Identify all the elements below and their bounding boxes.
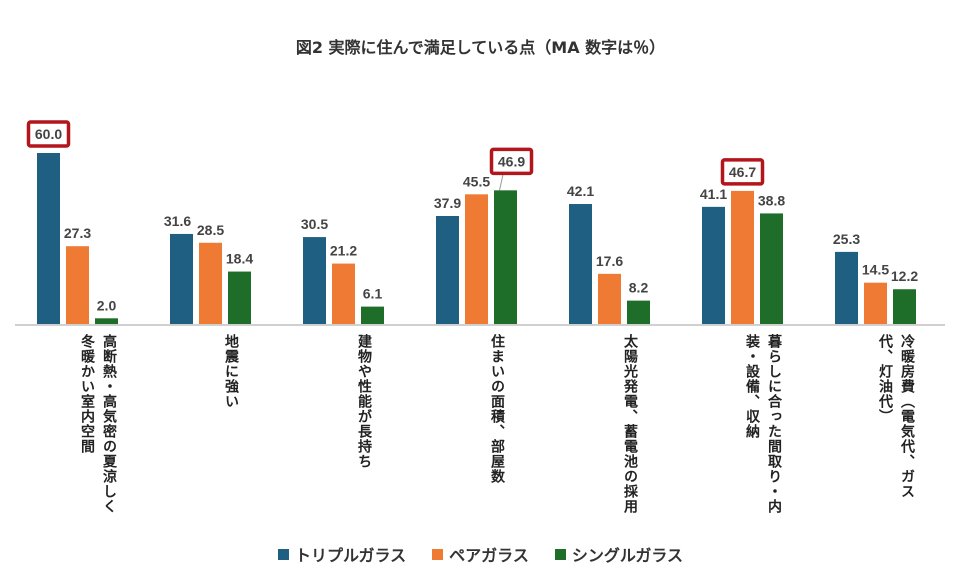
category-label: 冷暖房費（電気代、ガス 代、灯油代） [877,334,915,499]
category-label: 太陽光発電、蓄電池の採用 [622,334,638,514]
data-label: 38.8 [758,192,785,208]
data-label: 60.0 [35,126,62,142]
data-label: 37.9 [434,195,461,211]
bar [303,237,326,324]
legend-swatch [432,548,444,560]
bar [760,213,783,324]
bar [361,306,384,324]
bar [228,271,251,324]
data-label: 45.5 [463,173,490,189]
legend-label: シングルガラス [571,546,684,565]
bar [731,190,754,324]
category-label: 高断熱・高気密の夏涼しく 冬暖かい室内空間 [79,334,117,514]
leader-line [499,172,504,191]
data-label: 30.5 [301,216,328,232]
bar [465,194,488,324]
chart-title: 図2 実際に住んで満足している点（MA 数字は％） [295,38,666,57]
category-label: 住まいの面積、部屋数 [489,334,505,484]
highlight-box [720,158,765,186]
category-label: 建物や性能が長持ち [356,334,372,469]
data-label: 12.2 [891,268,918,284]
data-label: 42.1 [567,183,594,199]
legend-item: シングルガラス [554,542,684,566]
data-label: 25.3 [833,231,860,247]
bar [569,204,592,324]
legend-item: ペアガラス [432,542,529,566]
category-label: 地震に強い [223,334,239,409]
legend-swatch [277,548,289,560]
bar [332,263,355,324]
bar [627,300,650,324]
bar [702,206,725,324]
data-label: 14.5 [862,262,889,278]
category-label: 暮らしに合った間取り・内 装・設備、収納 [744,334,782,514]
highlight-box [26,120,71,148]
data-label: 46.9 [498,153,525,169]
bar [66,246,89,324]
data-label: 28.5 [197,222,224,238]
bar [893,289,916,324]
data-label: 18.4 [226,251,253,267]
bar [436,215,459,324]
bar [170,233,193,324]
legend-label: ペアガラス [449,546,529,565]
data-label: 27.3 [64,225,91,241]
data-label: 21.2 [330,243,357,259]
data-label: 17.6 [596,253,623,269]
data-label: 6.1 [363,286,383,302]
data-label: 41.1 [700,186,727,202]
data-label: 46.7 [729,164,756,180]
data-label: 8.2 [629,280,649,296]
bar [494,190,517,324]
legend: トリプルガラス ペアガラス シングルガラス [0,542,961,566]
data-label: 31.6 [164,213,191,229]
bar [598,273,621,324]
bar [37,153,60,324]
legend-label: トリプルガラス [294,546,407,565]
bar [95,318,118,324]
legend-swatch [554,548,566,560]
highlight-box [489,147,534,176]
bar [199,242,222,324]
data-label: 2.0 [97,297,117,313]
bar [864,282,887,324]
legend-item: トリプルガラス [277,542,407,566]
bar [835,251,858,324]
